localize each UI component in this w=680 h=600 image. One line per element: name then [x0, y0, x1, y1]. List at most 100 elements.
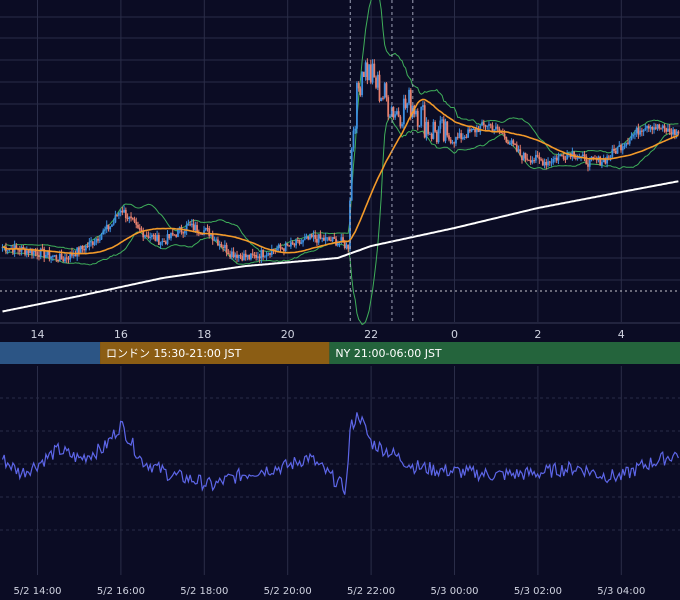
candle-body [27, 250, 30, 254]
candle-body [474, 128, 476, 133]
candle-body [324, 237, 327, 241]
candle-body [451, 142, 454, 144]
candle-body [470, 129, 473, 132]
candle-body [422, 105, 424, 107]
candle-body [41, 248, 44, 250]
candle-body [62, 259, 65, 262]
candle-body [204, 228, 207, 231]
candle-body [175, 234, 178, 237]
candle-body [491, 125, 494, 131]
candle-body [230, 251, 233, 258]
candle-body [109, 226, 112, 230]
candle-body [644, 128, 647, 130]
candle-body [31, 249, 33, 255]
candle-body [359, 88, 362, 96]
candles [1, 58, 680, 264]
candle-body [194, 225, 197, 231]
candle-body [291, 242, 294, 244]
candle-body [319, 234, 322, 239]
candle-body [442, 119, 445, 141]
candle-body [36, 251, 39, 256]
candle-body [550, 162, 553, 164]
candle-body [585, 156, 588, 165]
candle-body [182, 232, 185, 234]
event-markers [349, 0, 414, 322]
candle-body [583, 154, 586, 157]
candle-body [57, 259, 59, 262]
candle-body [248, 254, 251, 260]
candle-body [206, 228, 209, 230]
candle-body [342, 237, 344, 242]
candle-body [434, 121, 437, 132]
candle-body [309, 234, 311, 240]
candle-body [528, 159, 530, 161]
candle-body [269, 252, 271, 255]
candle-body [458, 133, 461, 138]
candle-body [498, 128, 501, 133]
candle-body [329, 240, 332, 242]
candle-body [416, 110, 419, 127]
candle-body [455, 137, 457, 144]
candle-body [38, 255, 40, 257]
candle-body [533, 160, 536, 162]
candle-body [45, 254, 47, 258]
candle-body [336, 242, 339, 246]
bollinger-lower [2, 115, 679, 326]
candle-body [486, 125, 489, 127]
candle-body [510, 140, 513, 144]
candle-body [673, 129, 676, 135]
candle-body [100, 234, 103, 240]
candle-body [383, 83, 386, 98]
candle-body [373, 63, 376, 78]
candle-body [387, 97, 390, 117]
candle-body [133, 219, 136, 222]
candle-body [239, 254, 242, 257]
candle-body [283, 248, 285, 252]
candle-body [149, 237, 152, 239]
candle-body [654, 127, 657, 129]
candle-body [356, 82, 358, 129]
candle-body [74, 254, 77, 257]
candle-body [255, 255, 258, 258]
candle-body [408, 89, 410, 104]
candle-body [223, 244, 226, 249]
candle-body [484, 124, 487, 127]
candle-body [347, 244, 350, 250]
candle-body [611, 148, 614, 157]
candle-body [609, 156, 612, 158]
candle-body [632, 134, 635, 137]
candle-body [39, 248, 42, 257]
candle-body [50, 256, 53, 259]
candle-body [53, 255, 56, 257]
candle-body [201, 233, 204, 235]
candle-body [449, 139, 452, 144]
oscillator-panel [1, 412, 679, 495]
candle-body [199, 233, 202, 235]
candle-body [171, 233, 174, 235]
candle-body [495, 126, 497, 130]
x-tick-label: 2 [534, 328, 541, 341]
candle-body [260, 250, 263, 259]
candle-body [213, 239, 216, 241]
candle-body [18, 250, 21, 252]
candle-body [227, 252, 230, 255]
candle-body [185, 224, 188, 232]
candle-body [362, 71, 365, 77]
candle-body [303, 238, 306, 240]
candle-body [84, 245, 87, 251]
candle-body [107, 224, 110, 230]
moving-average-long [2, 180, 679, 313]
candle-body [613, 148, 615, 151]
candle-body [514, 144, 516, 146]
candle-body [343, 241, 346, 249]
candle-body [369, 64, 372, 83]
candle-body [140, 229, 143, 232]
candle-body [91, 241, 94, 245]
x-tick-label: 5/2 14:00 [13, 586, 61, 597]
candle-body [661, 125, 664, 129]
candle-body [170, 233, 172, 239]
candle-body [111, 224, 113, 227]
candle-body [418, 125, 421, 127]
candle-body [368, 64, 370, 81]
candle-body [229, 254, 231, 258]
